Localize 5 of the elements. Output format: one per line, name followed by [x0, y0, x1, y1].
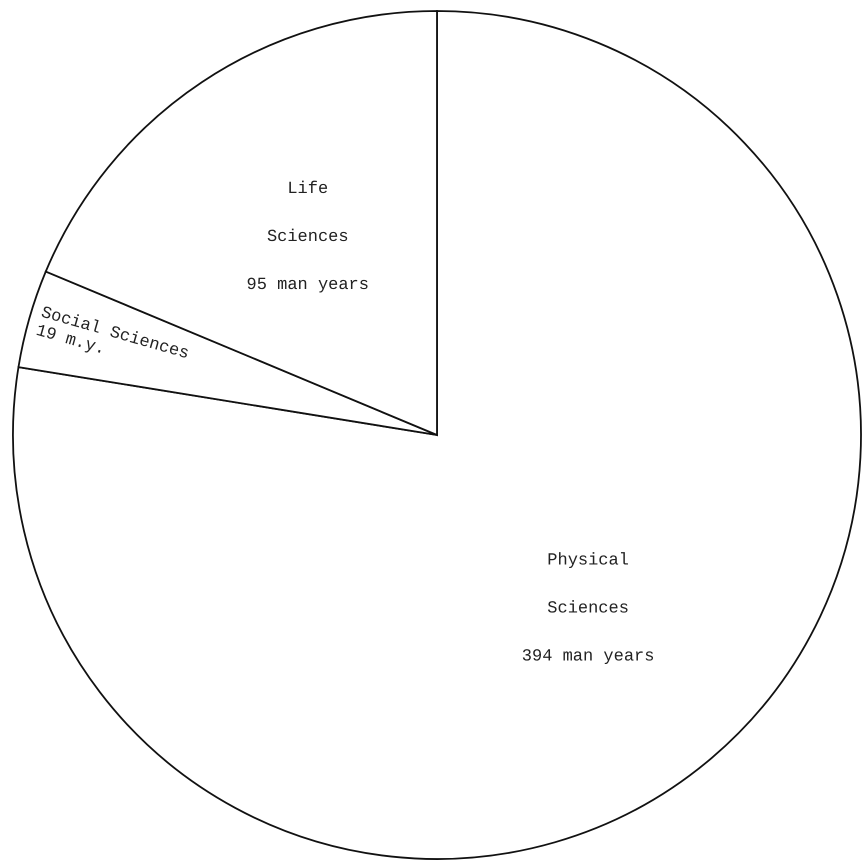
category-label: Physical Sciences	[547, 552, 629, 619]
data-label: 394 man years	[522, 648, 654, 667]
category-label: Life Sciences	[266, 180, 349, 247]
data-label: 95 man years	[246, 276, 369, 295]
pie-slice	[12, 10, 862, 860]
